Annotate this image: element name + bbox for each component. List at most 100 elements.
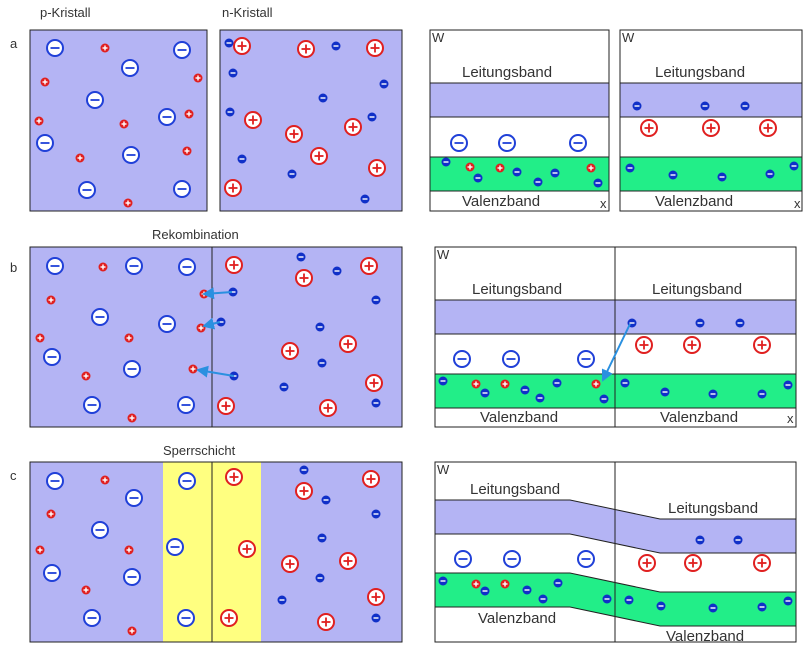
acceptor-ion xyxy=(46,39,64,57)
hole xyxy=(98,262,108,272)
electron xyxy=(318,93,328,103)
donor-ion xyxy=(238,540,256,558)
energy-axis-label: W xyxy=(437,247,450,262)
electron xyxy=(379,79,389,89)
row-a-band-particles xyxy=(441,101,799,188)
donor-ion xyxy=(225,468,243,486)
hole xyxy=(124,333,134,343)
donor-ion xyxy=(297,40,315,58)
row-b-band-particles xyxy=(438,318,793,404)
valence-band-label: Valenzband xyxy=(478,610,556,627)
conduction-band-label: Leitungsband xyxy=(462,64,552,81)
electron xyxy=(593,178,603,188)
electron xyxy=(224,38,234,48)
donor-ion xyxy=(365,374,383,392)
valence-band-label: Valenzband xyxy=(655,193,733,210)
acceptor-ion xyxy=(173,180,191,198)
valence-band-label: Valenzband xyxy=(480,409,558,426)
acceptor-ion xyxy=(91,521,109,539)
electron xyxy=(789,161,799,171)
acceptor-ion xyxy=(502,350,520,368)
donor-ion xyxy=(339,335,357,353)
electron xyxy=(371,509,381,519)
acceptor-ion xyxy=(36,134,54,152)
hole xyxy=(193,73,203,83)
hole xyxy=(127,413,137,423)
electron xyxy=(520,385,530,395)
hole xyxy=(119,119,129,129)
electron xyxy=(480,586,490,596)
electron xyxy=(553,578,563,588)
acceptor-ion xyxy=(123,568,141,586)
electron xyxy=(360,194,370,204)
electron xyxy=(538,594,548,604)
electron xyxy=(550,168,560,178)
donor-ion xyxy=(362,470,380,488)
acceptor-ion xyxy=(453,350,471,368)
acceptor-ion xyxy=(577,550,595,568)
row-c-band-particles xyxy=(438,535,793,613)
donor-ion xyxy=(217,397,235,415)
hole xyxy=(40,77,50,87)
donor-ion xyxy=(281,342,299,360)
electron xyxy=(317,358,327,368)
electron xyxy=(783,380,793,390)
depletion-title: Sperrschicht xyxy=(163,443,236,458)
conduction-band-label: Leitungsband xyxy=(472,281,562,298)
energy-axis-label: W xyxy=(437,462,450,477)
valence-band-label: Valenzband xyxy=(666,628,744,645)
electron xyxy=(735,318,745,328)
acceptor-ion xyxy=(78,181,96,199)
electron xyxy=(783,596,793,606)
electron xyxy=(602,594,612,604)
hole xyxy=(465,162,475,172)
hole xyxy=(471,579,481,589)
donor-ion xyxy=(684,554,702,572)
hole xyxy=(591,379,601,389)
hole xyxy=(35,545,45,555)
hole xyxy=(35,333,45,343)
electron xyxy=(315,322,325,332)
electron xyxy=(277,595,287,605)
conduction-band-label: Leitungsband xyxy=(668,500,758,517)
row-label-b: b xyxy=(10,260,17,275)
electron xyxy=(441,157,451,167)
x-axis-label: x xyxy=(600,196,607,211)
acceptor-ion xyxy=(577,350,595,368)
hole xyxy=(182,146,192,156)
acceptor-ion xyxy=(125,257,143,275)
donor-ion xyxy=(759,119,777,137)
row-label-c: c xyxy=(10,468,17,483)
donor-ion xyxy=(295,482,313,500)
conduction-band-label: Leitungsband xyxy=(470,481,560,498)
acceptor-ion xyxy=(158,315,176,333)
electron xyxy=(740,101,750,111)
electron xyxy=(237,154,247,164)
hole xyxy=(184,109,194,119)
acceptor-ion xyxy=(121,59,139,77)
electron xyxy=(332,266,342,276)
electron xyxy=(757,602,767,612)
acceptor-ion xyxy=(83,609,101,627)
electron xyxy=(599,394,609,404)
electron xyxy=(287,169,297,179)
donor-ion xyxy=(233,37,251,55)
hole xyxy=(196,323,206,333)
electron xyxy=(279,382,289,392)
electron xyxy=(480,388,490,398)
donor-ion xyxy=(367,588,385,606)
hole xyxy=(500,579,510,589)
donor-ion xyxy=(635,336,653,354)
electron xyxy=(625,163,635,173)
acceptor-ion xyxy=(178,472,196,490)
hole xyxy=(495,163,505,173)
hole xyxy=(100,475,110,485)
electron xyxy=(315,573,325,583)
acceptor-ion xyxy=(178,258,196,276)
donor-ion xyxy=(317,613,335,631)
acceptor-ion xyxy=(91,308,109,326)
hole xyxy=(471,379,481,389)
donor-ion xyxy=(295,269,313,287)
acceptor-ion xyxy=(173,41,191,59)
